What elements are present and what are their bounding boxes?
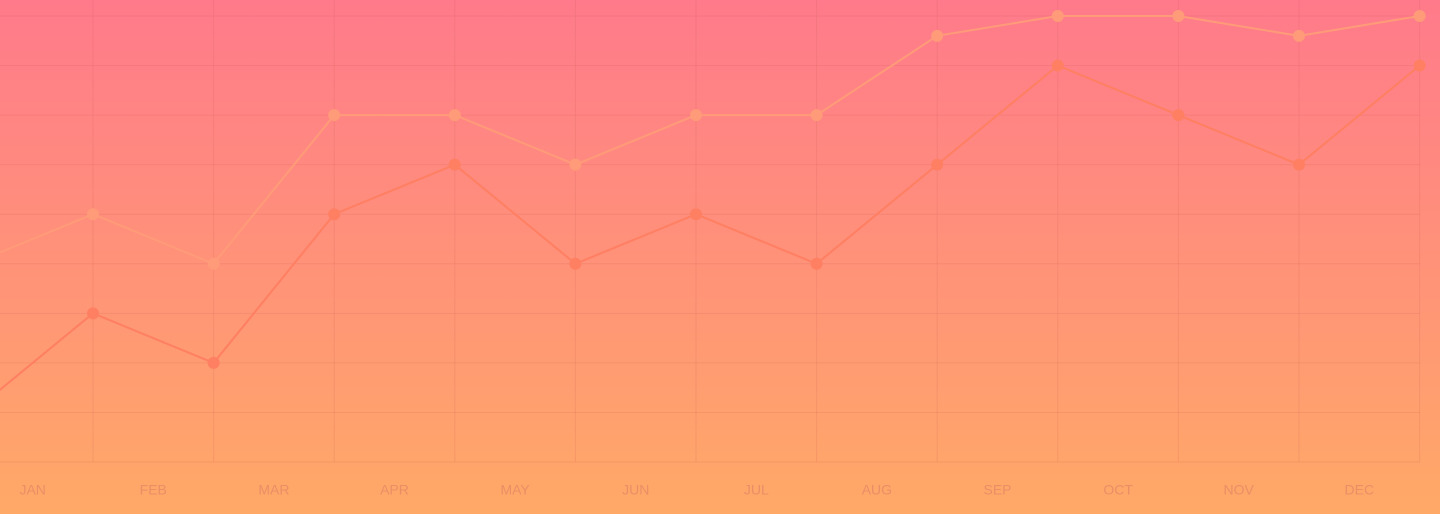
series-point	[1293, 29, 1305, 42]
series-point	[690, 109, 702, 122]
series-point	[207, 356, 220, 369]
series-point	[569, 257, 582, 270]
x-tick-label: MAR	[258, 482, 289, 498]
series-point	[207, 257, 220, 270]
series-point	[1051, 10, 1064, 22]
series-point	[1413, 10, 1426, 22]
x-tick-label: OCT	[1103, 482, 1133, 498]
series-point	[810, 257, 823, 270]
series-point	[1413, 59, 1426, 72]
series-point	[448, 158, 461, 171]
series-point	[448, 109, 461, 122]
series-point	[931, 158, 944, 171]
series-point	[328, 109, 341, 122]
x-tick-label: SEP	[983, 482, 1011, 498]
series-point	[690, 208, 702, 221]
series-point	[931, 29, 944, 42]
series-point	[1172, 10, 1185, 22]
x-tick-label: JAN	[19, 482, 45, 498]
series-point	[810, 109, 823, 122]
series-point	[87, 208, 99, 221]
x-tick-label: JUN	[622, 482, 649, 498]
x-tick-label: NOV	[1224, 482, 1255, 498]
series-point	[1293, 158, 1305, 171]
x-tick-label: FEB	[140, 482, 167, 498]
series-point	[1051, 59, 1064, 72]
series-point	[1172, 109, 1185, 122]
x-tick-label: DEC	[1345, 482, 1375, 498]
x-tick-label: APR	[380, 482, 409, 498]
series-point	[569, 158, 582, 171]
x-tick-label: MAY	[500, 482, 530, 498]
x-tick-label: AUG	[862, 482, 892, 498]
x-tick-label: JUL	[744, 482, 769, 498]
series-point	[328, 208, 341, 221]
series-point	[87, 307, 99, 320]
